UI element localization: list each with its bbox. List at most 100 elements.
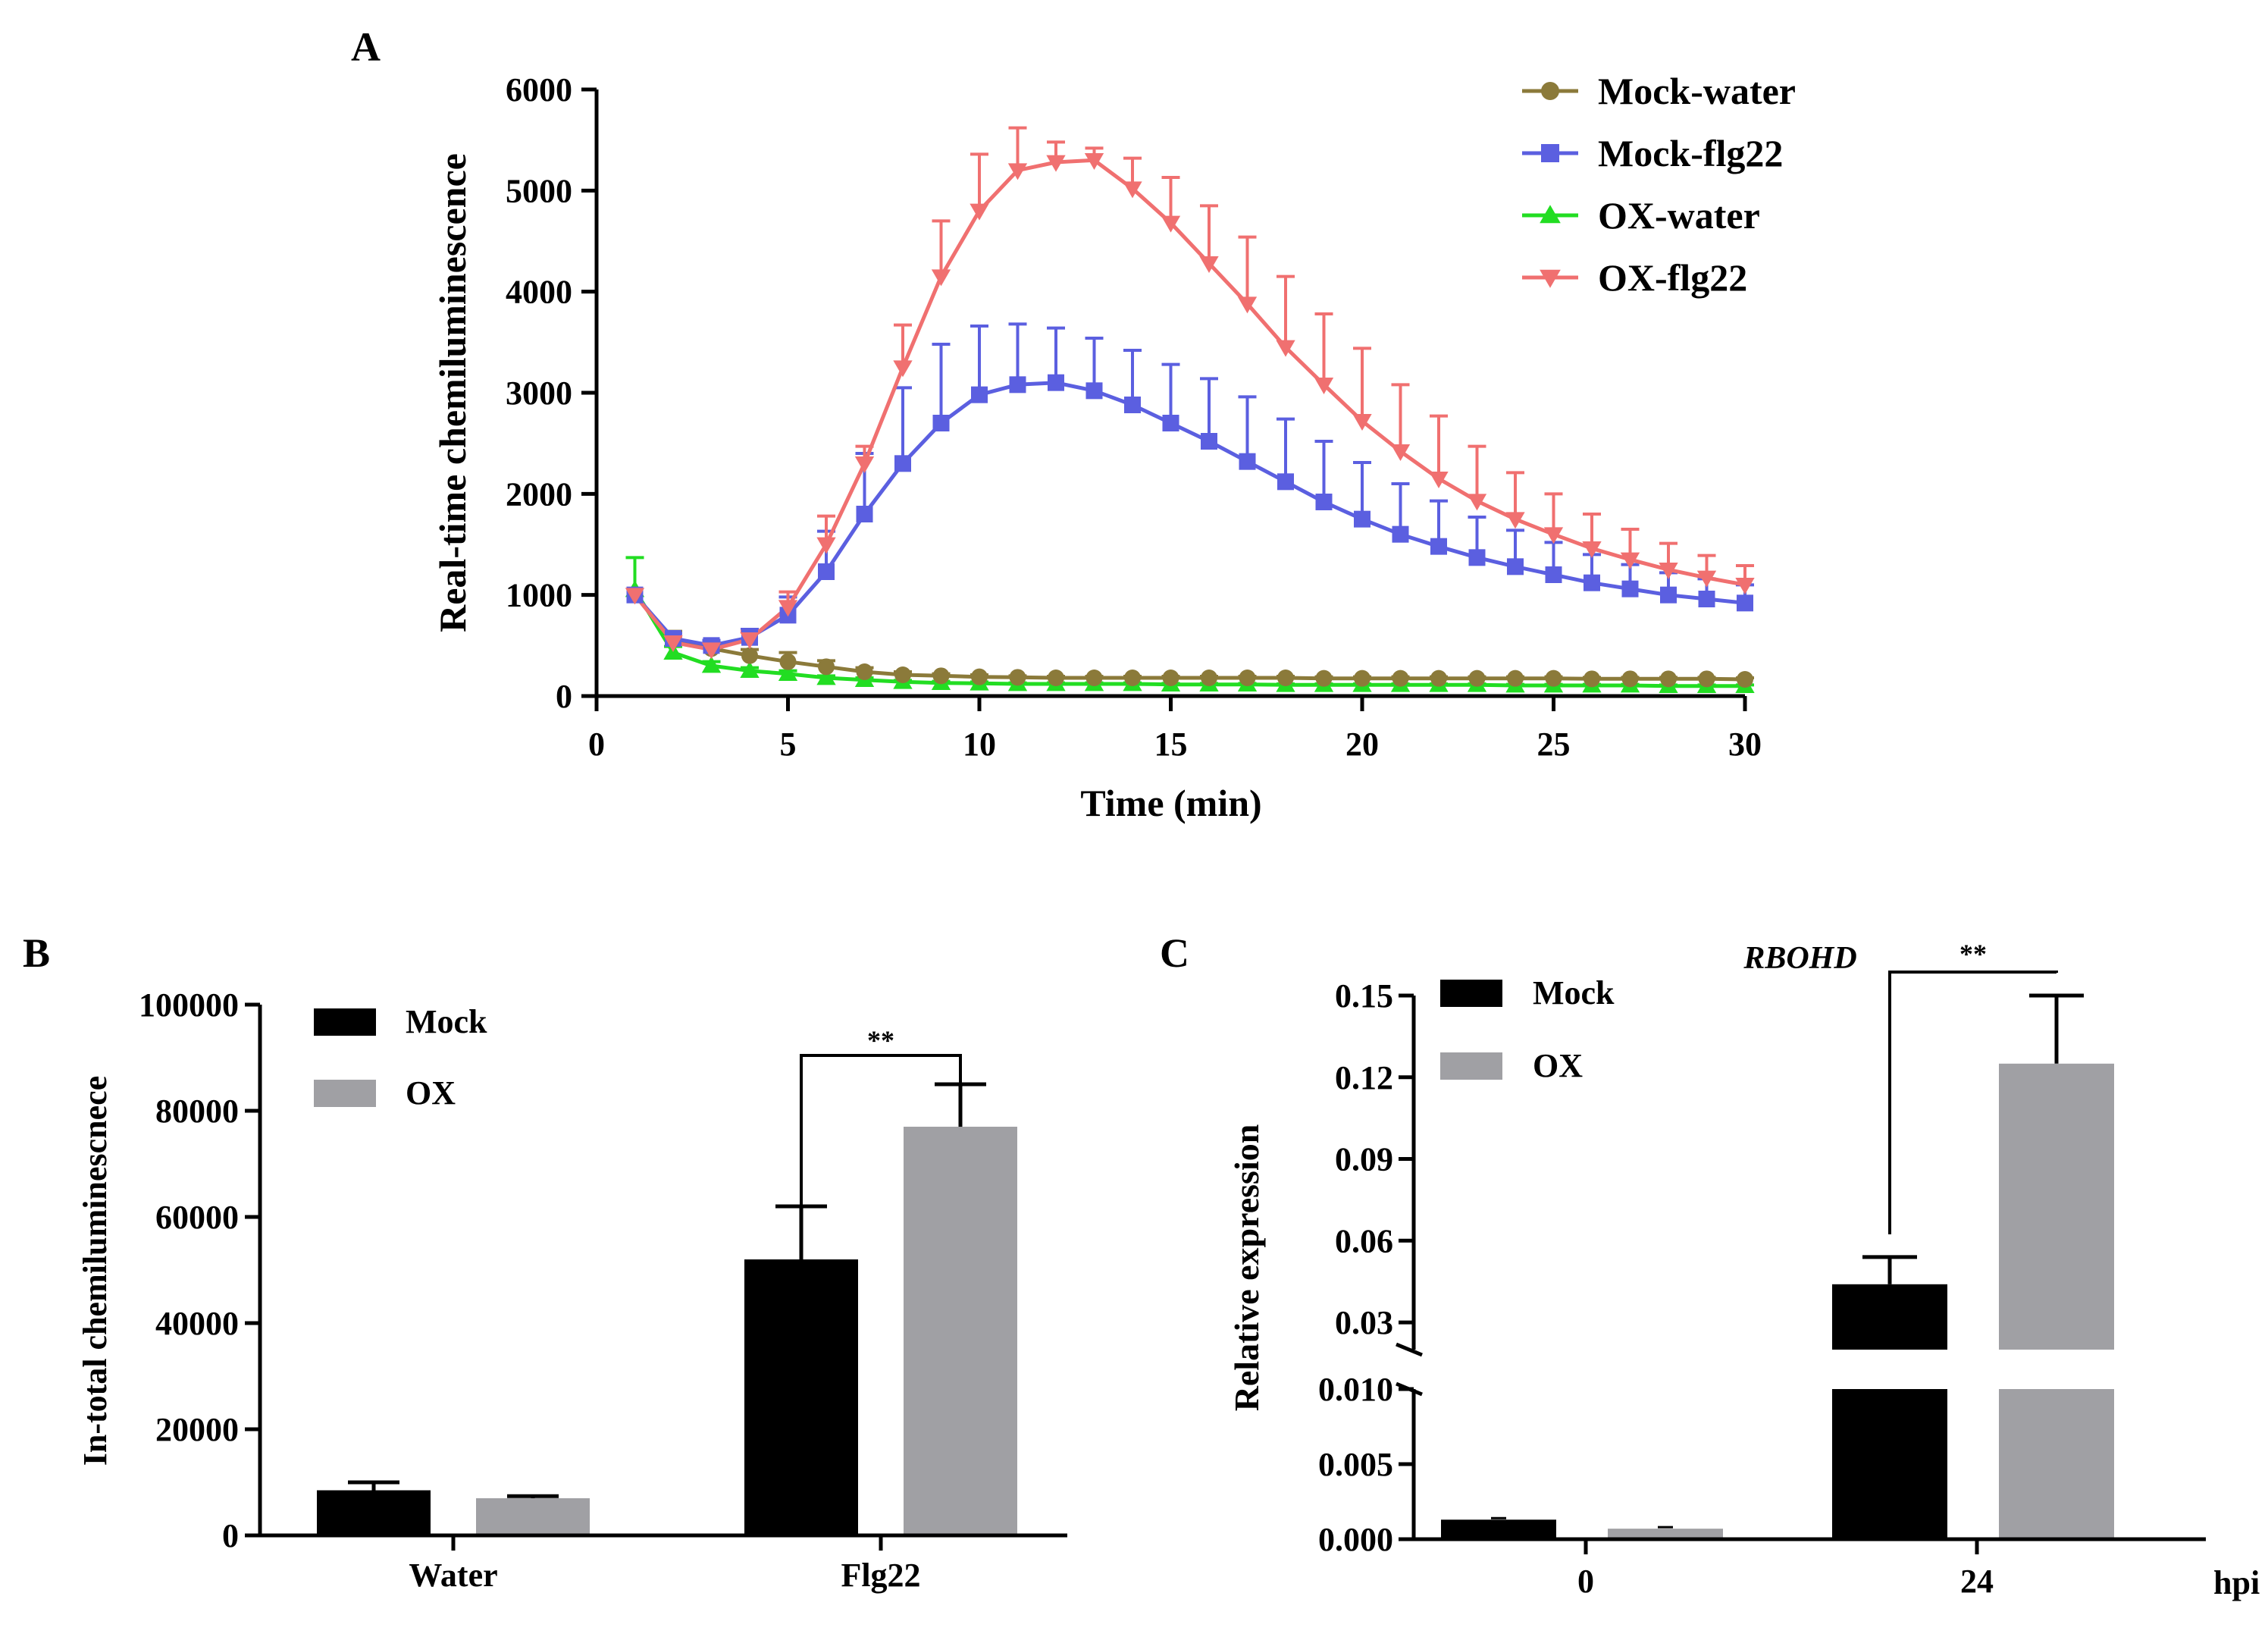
- panel-a-point: [932, 667, 950, 685]
- panel-a-point: [1507, 670, 1524, 687]
- panel-a-point: [1468, 670, 1486, 687]
- panel-a-point: [1505, 512, 1525, 529]
- panel-b-bar: [476, 1498, 590, 1535]
- panel-a-point: [854, 456, 875, 473]
- panel-c-x-tick-label: 24: [1960, 1563, 1994, 1600]
- panel-c-y-tick-label: 0.010: [1318, 1371, 1393, 1408]
- panel-a-point: [1352, 413, 1372, 431]
- panel-a-point: [1696, 570, 1717, 588]
- panel-a: A 0 1000 2000 3000 4000 5000 6000 0 5 10 15 20 25 30…: [351, 24, 1796, 824]
- panel-a-point: [1199, 256, 1219, 273]
- panel-a-y-tick-label: 6000: [506, 71, 572, 108]
- panel-c-y-tick-label: 0.000: [1318, 1521, 1393, 1558]
- panel-a-point: [1582, 541, 1602, 558]
- panel-a-y-tick-label: 0: [556, 678, 572, 715]
- panel-b-letter: B: [23, 930, 50, 976]
- panel-a-letter: A: [351, 24, 381, 70]
- panel-c-significance-bracket: [1888, 971, 2058, 1234]
- panel-a-point: [1239, 453, 1256, 470]
- panel-a-point: [701, 656, 722, 673]
- panel-c-bar-lower: [1832, 1389, 1947, 1539]
- panel-a-point: [1162, 670, 1179, 686]
- panel-b-y-tick-label: 40000: [155, 1305, 239, 1342]
- panel-a-point: [1620, 552, 1640, 569]
- panel-a-point: [1698, 670, 1715, 688]
- panel-c-y-ticks: 0.000 0.005 0.010 0.03 0.06 0.09 0.12 0.15: [1318, 977, 1414, 1558]
- panel-a-point: [1161, 215, 1181, 233]
- panel-a-point: [1660, 586, 1677, 604]
- panel-a-x-axis-title: Time (min): [1080, 782, 1261, 824]
- panel-c-letter: C: [1160, 930, 1189, 976]
- panel-a-series-line: [633, 594, 1746, 682]
- panel-b-y-tick-label: 80000: [155, 1093, 239, 1130]
- panel-a-y-axis-title: Real-time chemiluminescence: [431, 153, 474, 632]
- panel-a-point: [1123, 181, 1142, 199]
- panel-b-x-ticks: Water Flg22: [409, 1535, 921, 1594]
- panel-a-y-ticks: 0 1000 2000 3000 4000 5000 6000: [506, 71, 597, 715]
- panel-a-point: [1048, 670, 1064, 686]
- panel-a-legend-marker: [1540, 205, 1561, 224]
- panel-b-x-tick-label: Water: [409, 1557, 497, 1594]
- panel-b-significance-bracket: [800, 1054, 962, 1229]
- panel-c-y-axis-title: Relative expression: [1227, 1124, 1266, 1412]
- panel-c-y-tick-label: 0.06: [1335, 1222, 1393, 1259]
- panel-b-y-tick-label: 100000: [139, 986, 239, 1024]
- panel-a-legend: Mock-water Mock-flg22 OX-water OX-flg22: [1522, 70, 1796, 299]
- panel-a-point: [1085, 670, 1103, 686]
- panel-a-point: [932, 415, 950, 431]
- panel-a-legend-label: OX-flg22: [1598, 256, 1747, 299]
- panel-a-point: [1392, 670, 1409, 687]
- panel-c-axis-break-top: [1396, 1342, 1423, 1357]
- panel-a-point: [856, 663, 873, 680]
- panel-a-y-tick-label: 2000: [506, 475, 572, 513]
- panel-a-point: [1046, 155, 1066, 172]
- panel-a-point: [741, 647, 758, 664]
- panel-c-bar-upper: [1832, 1284, 1947, 1350]
- panel-b-y-tick-label: 0: [222, 1517, 239, 1554]
- panel-a-series-line: [633, 381, 1746, 648]
- panel-a-point: [816, 668, 836, 685]
- panel-a-point: [1277, 670, 1294, 686]
- panel-a-point: [970, 203, 989, 221]
- panel-a-point: [625, 588, 645, 605]
- panel-a-y-tick-label: 1000: [506, 577, 572, 614]
- panel-b-legend-swatch: [314, 1008, 376, 1036]
- panel-c-legend-swatch: [1440, 980, 1502, 1007]
- panel-c-legend-label: Mock: [1533, 974, 1615, 1011]
- panel-a-legend-marker: [1541, 144, 1559, 162]
- panel-a-point: [740, 632, 760, 649]
- panel-a-y-tick-label: 3000: [506, 375, 572, 412]
- panel-a-series-line: [633, 158, 1746, 652]
- panel-c-y-tick-label: 0.15: [1335, 977, 1393, 1015]
- panel-b-y-axis-title: In-total chemiluminescnece: [77, 1076, 114, 1466]
- panel-c-significance-label: **: [1959, 939, 1987, 969]
- panel-b-legend-swatch: [314, 1080, 376, 1107]
- panel-b-bar: [744, 1259, 858, 1535]
- panel-b-legend: Mock OX: [314, 1003, 487, 1112]
- panel-a-point: [1009, 376, 1026, 394]
- panel-a-point: [1660, 670, 1677, 688]
- panel-c-y-tick-label: 0.09: [1335, 1141, 1393, 1178]
- panel-a-x-tick-label: 15: [1154, 726, 1188, 763]
- panel-a-point: [894, 666, 911, 683]
- panel-c-x-tick-label: 0: [1577, 1563, 1594, 1600]
- panel-c-y-tick-label: 0.005: [1318, 1446, 1393, 1483]
- panel-a-point: [1545, 566, 1562, 583]
- panel-a-point: [1429, 471, 1449, 488]
- panel-a-point: [1239, 670, 1256, 686]
- panel-a-point: [1543, 527, 1564, 544]
- panel-c-bars: [1441, 993, 2114, 1539]
- panel-c: C RBOHD 0.0000.0050.0100.030.060.090.120…: [1160, 930, 2260, 1601]
- panel-a-point: [663, 635, 683, 652]
- panel-c-legend-swatch: [1440, 1052, 1502, 1080]
- panel-a-legend-marker: [1541, 82, 1559, 100]
- panel-a-point: [1084, 152, 1104, 170]
- panel-a-point: [1237, 296, 1258, 314]
- panel-a-point: [1276, 340, 1295, 357]
- panel-a-point: [1048, 374, 1064, 391]
- panel-a-point: [1124, 397, 1141, 413]
- panel-a-y-tick-label: 4000: [506, 274, 572, 311]
- panel-b-bars: [317, 1082, 1017, 1535]
- panel-b-significance: **: [800, 1025, 962, 1229]
- panel-a-point: [1659, 562, 1678, 579]
